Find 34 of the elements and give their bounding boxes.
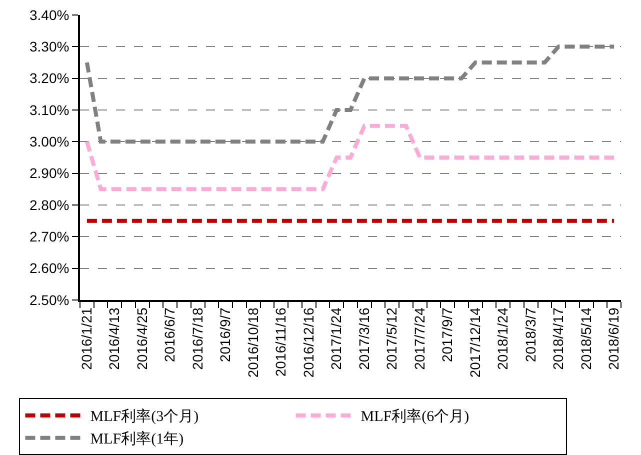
x-tick-label: 2017/7/24 [411, 307, 428, 370]
y-tick-label: 3.40% [29, 6, 70, 23]
legend-label: MLF利率(3个月) [90, 408, 199, 426]
y-tick-label: 3.20% [29, 70, 70, 86]
y-tick-label: 2.80% [29, 196, 70, 213]
y-tick-label: 2.50% [29, 292, 70, 308]
y-tick-label: 2.90% [29, 165, 70, 182]
x-tick-label: 2017/3/16 [356, 307, 372, 370]
x-tick-label: 2017/5/12 [384, 307, 400, 370]
legend-label: MLF利率(6个月) [360, 408, 470, 426]
x-tick-label: 2016/1/21 [78, 307, 94, 370]
y-tick-label: 3.30% [29, 38, 70, 55]
line-series [84, 124, 616, 192]
x-tick-label: 2016/7/18 [189, 307, 206, 370]
x-tick-label: 2016/10/18 [244, 307, 261, 378]
legend-label: MLF利率(1年) [90, 430, 184, 448]
y-tick-label: 3.10% [29, 102, 70, 118]
x-tick-label: 2016/6/7 [162, 307, 178, 362]
y-tick-label: 2.70% [29, 228, 70, 245]
x-tick-label: 2018/5/14 [578, 307, 594, 370]
x-tick-label: 2016/4/13 [106, 307, 122, 370]
x-tick-label: 2018/6/19 [606, 307, 622, 370]
x-tick-label: 2016/11/16 [272, 307, 289, 377]
x-tick-label: 2018/4/17 [550, 307, 566, 370]
x-tick-label: 2017/1/24 [328, 307, 344, 370]
x-tick-label: 2016/9/7 [217, 307, 234, 362]
x-tick-label: 2017/12/14 [466, 307, 483, 378]
x-tick-label: 2018/3/7 [522, 307, 538, 362]
y-tick-label: 3.00% [29, 134, 70, 150]
x-tick-label: 2017/9/7 [439, 307, 456, 362]
x-tick-label: 2016/4/25 [134, 307, 150, 370]
x-tick-label: 2016/12/16 [300, 307, 316, 378]
y-tick-label: 2.60% [29, 260, 70, 276]
x-tick-label: 2018/1/24 [494, 307, 511, 370]
